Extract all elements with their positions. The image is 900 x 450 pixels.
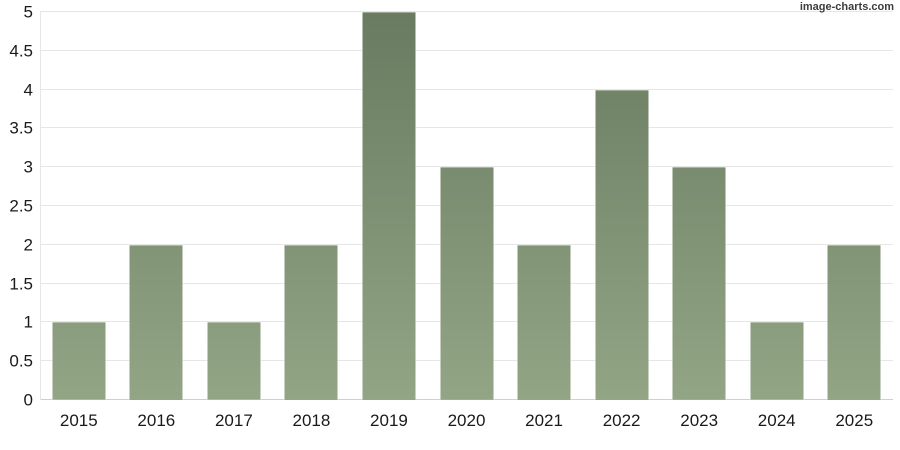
bar-slot bbox=[40, 12, 118, 400]
bar-slot bbox=[660, 12, 738, 400]
y-axis-label: 2.5 bbox=[9, 196, 33, 216]
y-axis-label: 1.5 bbox=[9, 274, 33, 294]
x-axis-label: 2018 bbox=[292, 411, 331, 430]
bar-2024 bbox=[749, 322, 805, 400]
x-axis-label: 2022 bbox=[602, 411, 641, 430]
bar-2019 bbox=[361, 12, 417, 400]
bar-2017 bbox=[206, 322, 262, 400]
bar-slot bbox=[273, 12, 351, 400]
bar-slot bbox=[428, 12, 506, 400]
x-axis-label: 2024 bbox=[757, 411, 796, 430]
x-axis-label: 2020 bbox=[447, 411, 486, 430]
bar-slot bbox=[350, 12, 428, 400]
bar-2015 bbox=[51, 322, 107, 400]
y-axis-label: 4 bbox=[23, 80, 33, 100]
x-axis-label: 2016 bbox=[137, 411, 176, 430]
y-axis-line bbox=[40, 12, 41, 400]
gridline bbox=[40, 11, 893, 12]
gridline bbox=[40, 127, 893, 129]
y-axis-label: 3.5 bbox=[9, 118, 33, 138]
bar-2022 bbox=[594, 89, 650, 400]
gridline bbox=[40, 88, 893, 90]
plot-area bbox=[40, 11, 893, 400]
bar-2025 bbox=[826, 244, 882, 400]
y-axis-label: 0 bbox=[23, 390, 33, 410]
y-axis-label: 0.5 bbox=[9, 351, 33, 371]
bar-2023 bbox=[671, 167, 727, 400]
watermark: image-charts.com bbox=[799, 1, 894, 13]
bar-slot bbox=[195, 12, 273, 400]
x-axis: 2015 2016 2017 2018 2019 2020 2021 2022 2023 2024… bbox=[40, 401, 893, 431]
x-axis-label: 2015 bbox=[59, 411, 98, 430]
y-axis-label: 3 bbox=[23, 157, 33, 177]
bar-slot bbox=[505, 12, 583, 400]
y-axis-label: 1 bbox=[23, 312, 33, 332]
y-axis-label: 4.5 bbox=[9, 41, 33, 61]
bars-layer bbox=[40, 12, 893, 400]
bar-2020 bbox=[439, 167, 494, 400]
x-axis-label: 2025 bbox=[835, 411, 874, 430]
bar-2016 bbox=[128, 244, 184, 400]
x-axis-label: 2023 bbox=[680, 411, 719, 430]
y-axis-label: 2 bbox=[23, 235, 33, 255]
gridline bbox=[40, 166, 893, 168]
x-axis-label: 2021 bbox=[525, 411, 563, 430]
bar-2018 bbox=[283, 244, 339, 400]
bar-slot bbox=[738, 12, 816, 400]
bar-slot bbox=[815, 12, 893, 400]
x-axis-label: 2017 bbox=[214, 411, 253, 430]
bar-slot bbox=[118, 12, 196, 400]
y-axis: 0 0.5 1 1.5 2 2.5 3 3.5 4 4.5 5 bbox=[0, 4, 33, 409]
y-axis-label: 5 bbox=[23, 2, 33, 22]
bar-2021 bbox=[516, 244, 572, 400]
bar-slot bbox=[583, 12, 661, 400]
x-axis-label: 2019 bbox=[370, 411, 408, 430]
gridline bbox=[40, 49, 893, 51]
